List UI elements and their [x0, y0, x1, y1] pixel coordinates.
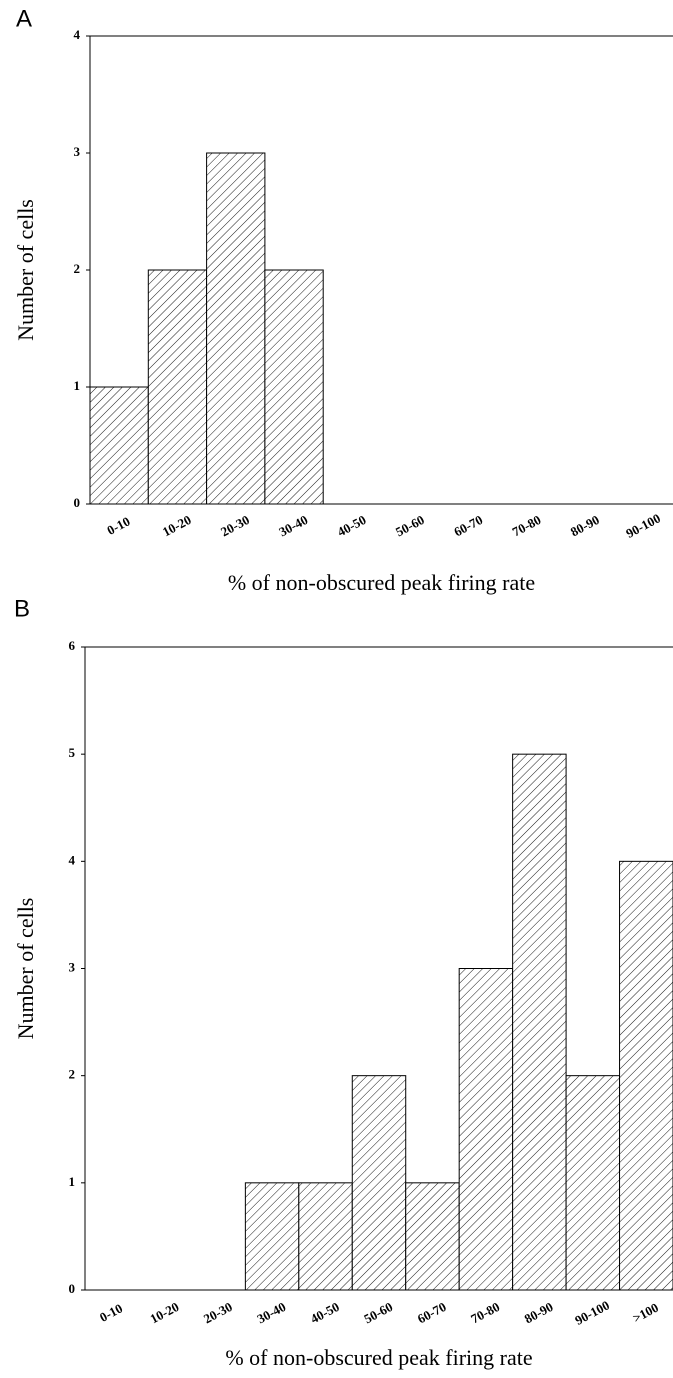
bar — [298, 1182, 353, 1291]
x-tick-label: 20-30 — [201, 1299, 235, 1326]
x-tick-label: 60-70 — [415, 1299, 449, 1326]
bar — [264, 269, 324, 505]
x-tick-label: 30-40 — [276, 512, 310, 539]
y-tick-label: 3 — [74, 144, 81, 159]
bar — [619, 860, 673, 1291]
bar — [565, 1075, 621, 1291]
x-tick-label: 10-20 — [160, 512, 194, 539]
x-tick-label: 80-90 — [522, 1299, 556, 1326]
x-tick-label: 20-30 — [218, 512, 252, 539]
y-tick-label: 6 — [69, 638, 76, 653]
y-tick-label: 1 — [69, 1174, 76, 1189]
y-axis-label: Number of cells — [13, 199, 38, 341]
x-tick-label: 80-90 — [568, 512, 602, 539]
y-tick-label: 1 — [74, 378, 81, 393]
y-axis-label: Number of cells — [13, 898, 38, 1040]
bar — [89, 386, 149, 505]
y-tick-label: 4 — [69, 852, 76, 867]
bar — [244, 1182, 300, 1291]
x-tick-label: 30-40 — [254, 1299, 288, 1326]
y-tick-label: 2 — [69, 1067, 76, 1082]
x-tick-label: 40-50 — [335, 512, 369, 539]
bar — [206, 152, 266, 505]
x-tick-label: 0-10 — [97, 1300, 125, 1324]
x-tick-label: 0-10 — [104, 513, 132, 537]
bar — [458, 968, 514, 1291]
bar — [147, 269, 208, 505]
y-tick-label: 4 — [74, 27, 81, 42]
x-axis-label: % of non-obscured peak firing rate — [225, 1345, 532, 1370]
x-tick-label: 60-70 — [451, 512, 485, 539]
x-tick-label: 50-60 — [361, 1299, 395, 1326]
y-tick-label: 3 — [69, 959, 76, 974]
panel-label: A — [16, 5, 32, 32]
y-tick-label: 5 — [69, 745, 76, 760]
x-tick-label: 90-100 — [572, 1297, 612, 1328]
panel-label: B — [14, 595, 30, 622]
y-tick-label: 0 — [74, 495, 81, 510]
y-tick-label: 0 — [69, 1281, 76, 1296]
x-axis-label: % of non-obscured peak firing rate — [228, 570, 535, 595]
x-tick-label: >100 — [630, 1300, 661, 1326]
x-tick-label: 90-100 — [623, 510, 663, 541]
x-tick-label: 50-60 — [393, 512, 427, 539]
x-tick-label: 70-80 — [468, 1299, 502, 1326]
bar — [512, 753, 567, 1291]
x-tick-label: 40-50 — [308, 1299, 342, 1326]
y-tick-label: 2 — [74, 261, 81, 276]
bar — [351, 1075, 407, 1291]
x-tick-label: 70-80 — [510, 512, 544, 539]
bar — [405, 1182, 460, 1291]
x-tick-label: 10-20 — [148, 1299, 182, 1326]
